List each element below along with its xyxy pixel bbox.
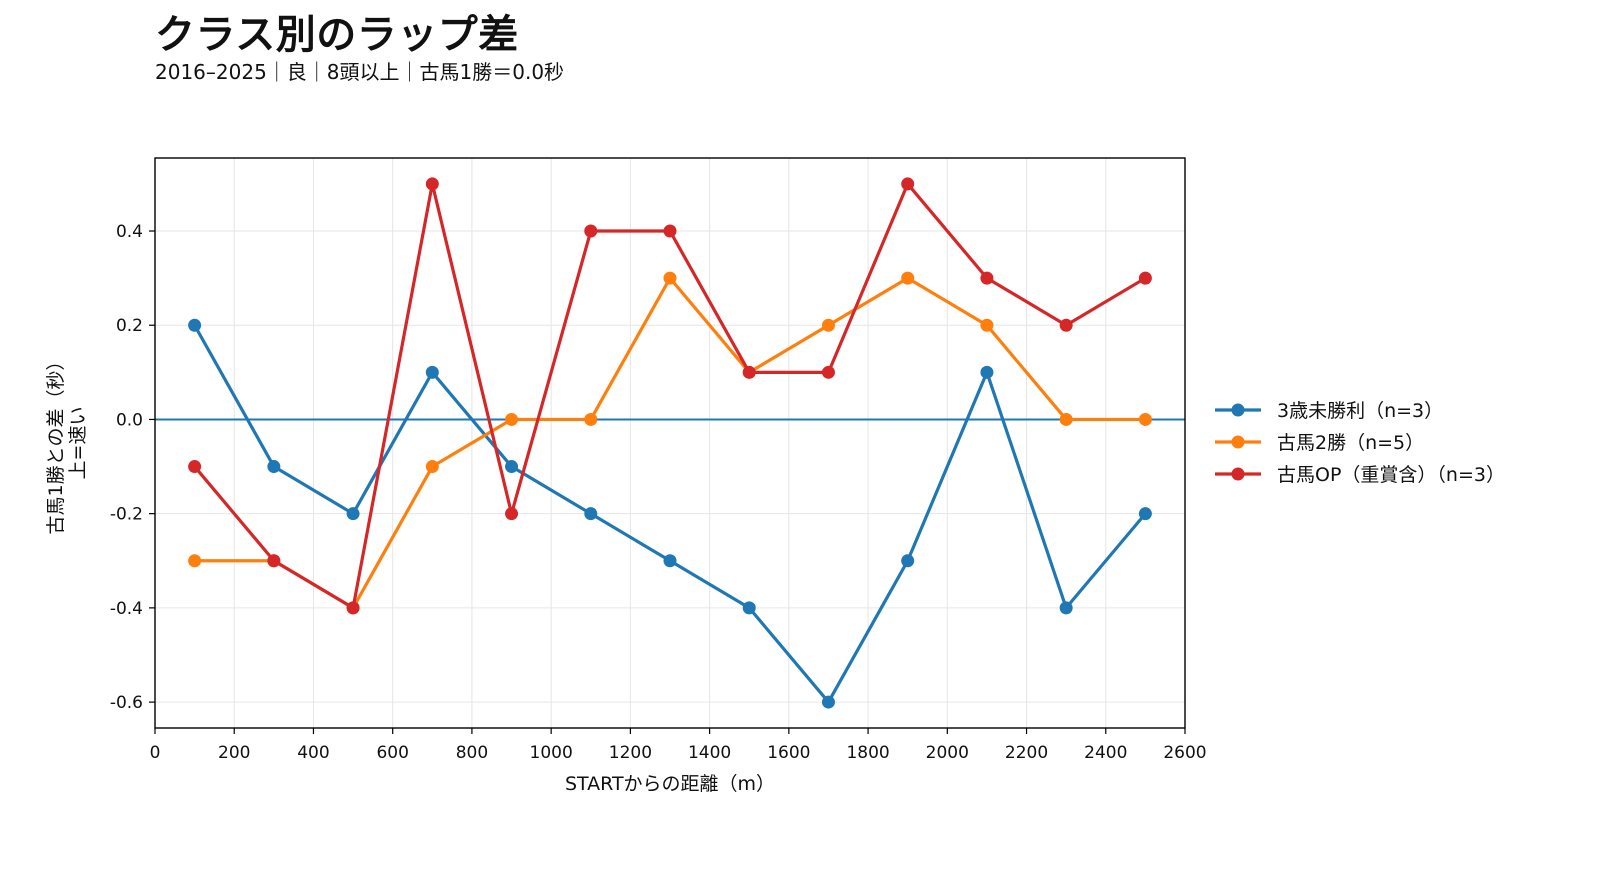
data-point xyxy=(901,177,915,191)
data-point xyxy=(742,365,756,379)
data-point xyxy=(1059,601,1073,615)
plot-frame xyxy=(154,157,1186,729)
series-group xyxy=(188,177,1152,709)
x-tick-label: 600 xyxy=(376,743,408,763)
x-tick-label: 1200 xyxy=(609,743,652,763)
x-tick-label: 2600 xyxy=(1163,743,1206,763)
data-point xyxy=(188,460,202,474)
y-tick-label: -0.6 xyxy=(110,693,143,713)
data-point xyxy=(505,507,519,521)
y-tick-label: 0.0 xyxy=(116,410,143,430)
y-axis-label-line: 上=速い xyxy=(67,407,89,480)
data-point xyxy=(1059,318,1073,332)
data-point xyxy=(584,507,598,521)
data-point xyxy=(980,365,994,379)
data-point xyxy=(1138,412,1152,426)
data-point xyxy=(980,318,994,332)
x-tick-label: 1400 xyxy=(688,743,731,763)
x-tick-label: 200 xyxy=(218,743,250,763)
chart-title: クラス別のラップ差 xyxy=(155,12,519,58)
data-point xyxy=(346,601,360,615)
data-point xyxy=(663,271,677,285)
data-point xyxy=(267,460,281,474)
y-axis-label: 古馬1勝との差（秒） 上=速い xyxy=(45,352,89,535)
x-tick-label: 400 xyxy=(297,743,329,763)
x-tick-label: 1800 xyxy=(846,743,889,763)
data-point xyxy=(742,601,756,615)
data-point xyxy=(821,695,835,709)
data-point xyxy=(584,412,598,426)
x-tick-label: 2200 xyxy=(1005,743,1048,763)
series-2 xyxy=(188,177,1152,615)
data-point xyxy=(821,365,835,379)
x-tick-label: 0 xyxy=(150,743,161,763)
legend-entry-2: 古馬OP（重賞含）（n=3） xyxy=(1215,464,1505,486)
axis-ticks: 0 200 400 600 800 1000 1200 1400 1600 1800 2000 220… xyxy=(110,222,1207,763)
data-point xyxy=(1138,271,1152,285)
y-axis-label-line: 古馬1勝との差（秒） xyxy=(45,352,67,535)
x-tick-label: 2000 xyxy=(926,743,969,763)
series-line xyxy=(193,182,1147,610)
y-tick-label: 0.4 xyxy=(116,222,143,242)
legend-label: 古馬OP（重賞含）（n=3） xyxy=(1277,464,1505,486)
legend-marker xyxy=(1231,403,1245,417)
data-point xyxy=(901,554,915,568)
y-tick-label: 0.2 xyxy=(116,316,143,336)
data-point xyxy=(425,460,439,474)
data-point xyxy=(1059,412,1073,426)
legend-marker xyxy=(1231,435,1245,449)
legend-label: 3歳未勝利（n=3） xyxy=(1277,400,1443,422)
data-point xyxy=(346,507,360,521)
data-point xyxy=(980,271,994,285)
data-point xyxy=(663,554,677,568)
y-tick-label: -0.4 xyxy=(110,599,143,619)
y-tick-label: -0.2 xyxy=(110,505,143,525)
data-point xyxy=(505,412,519,426)
x-tick-label: 2400 xyxy=(1084,743,1127,763)
legend: 3歳未勝利（n=3） 古馬2勝（n=5） 古馬OP（重賞含）（n=3） xyxy=(1215,400,1505,486)
series-0 xyxy=(188,318,1152,709)
chart-subtitle: 2016–2025｜良｜8頭以上｜古馬1勝＝0.0秒 xyxy=(155,60,565,84)
grid-lines xyxy=(154,158,1186,728)
data-point xyxy=(425,177,439,191)
data-point xyxy=(188,554,202,568)
data-point xyxy=(267,554,281,568)
legend-entry-1: 古馬2勝（n=5） xyxy=(1215,432,1424,454)
legend-marker xyxy=(1231,467,1245,481)
x-axis-label: STARTからの距離（m） xyxy=(565,773,775,795)
data-point xyxy=(505,460,519,474)
data-point xyxy=(188,318,202,332)
legend-label: 古馬2勝（n=5） xyxy=(1277,432,1424,454)
x-tick-label: 1600 xyxy=(767,743,810,763)
x-tick-label: 800 xyxy=(456,743,488,763)
data-point xyxy=(663,224,677,238)
data-point xyxy=(901,271,915,285)
x-tick-label: 1000 xyxy=(530,743,573,763)
data-point xyxy=(584,224,598,238)
data-point xyxy=(821,318,835,332)
data-point xyxy=(1138,507,1152,521)
data-point xyxy=(425,365,439,379)
legend-entry-0: 3歳未勝利（n=3） xyxy=(1215,400,1443,422)
